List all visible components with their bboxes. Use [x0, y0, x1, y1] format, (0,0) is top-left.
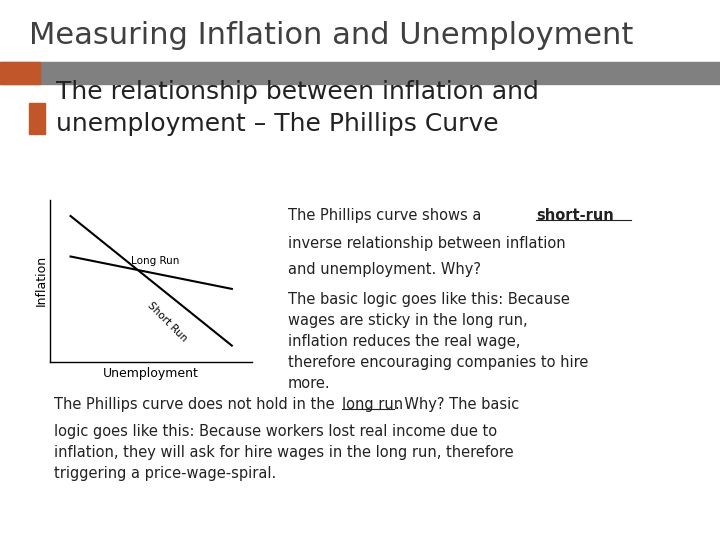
Bar — [0, 62, 720, 84]
Bar — [29, 103, 45, 134]
Text: The basic logic goes like this: Because
wages are sticky in the long run,
inflat: The basic logic goes like this: Because … — [288, 292, 588, 390]
Text: long run: long run — [342, 397, 403, 412]
Text: Measuring Inflation and Unemployment: Measuring Inflation and Unemployment — [29, 21, 633, 50]
Y-axis label: Inflation: Inflation — [35, 255, 48, 306]
Text: inverse relationship between inflation: inverse relationship between inflation — [288, 236, 566, 251]
Text: The relationship between inflation and
unemployment – The Phillips Curve: The relationship between inflation and u… — [56, 80, 539, 136]
X-axis label: Unemployment: Unemployment — [103, 367, 199, 380]
Text: Long Run: Long Run — [131, 256, 179, 266]
Text: The Phillips curve shows a: The Phillips curve shows a — [288, 208, 486, 223]
Text: and unemployment. Why?: and unemployment. Why? — [288, 262, 481, 277]
Bar — [0, 62, 40, 84]
Text: . Why? The basic: . Why? The basic — [395, 397, 519, 412]
Text: short-run: short-run — [536, 208, 614, 223]
Text: logic goes like this: Because workers lost real income due to
inflation, they wi: logic goes like this: Because workers lo… — [54, 424, 513, 481]
Text: Short Run: Short Run — [145, 300, 189, 343]
Text: The Phillips curve does not hold in the: The Phillips curve does not hold in the — [54, 397, 339, 412]
